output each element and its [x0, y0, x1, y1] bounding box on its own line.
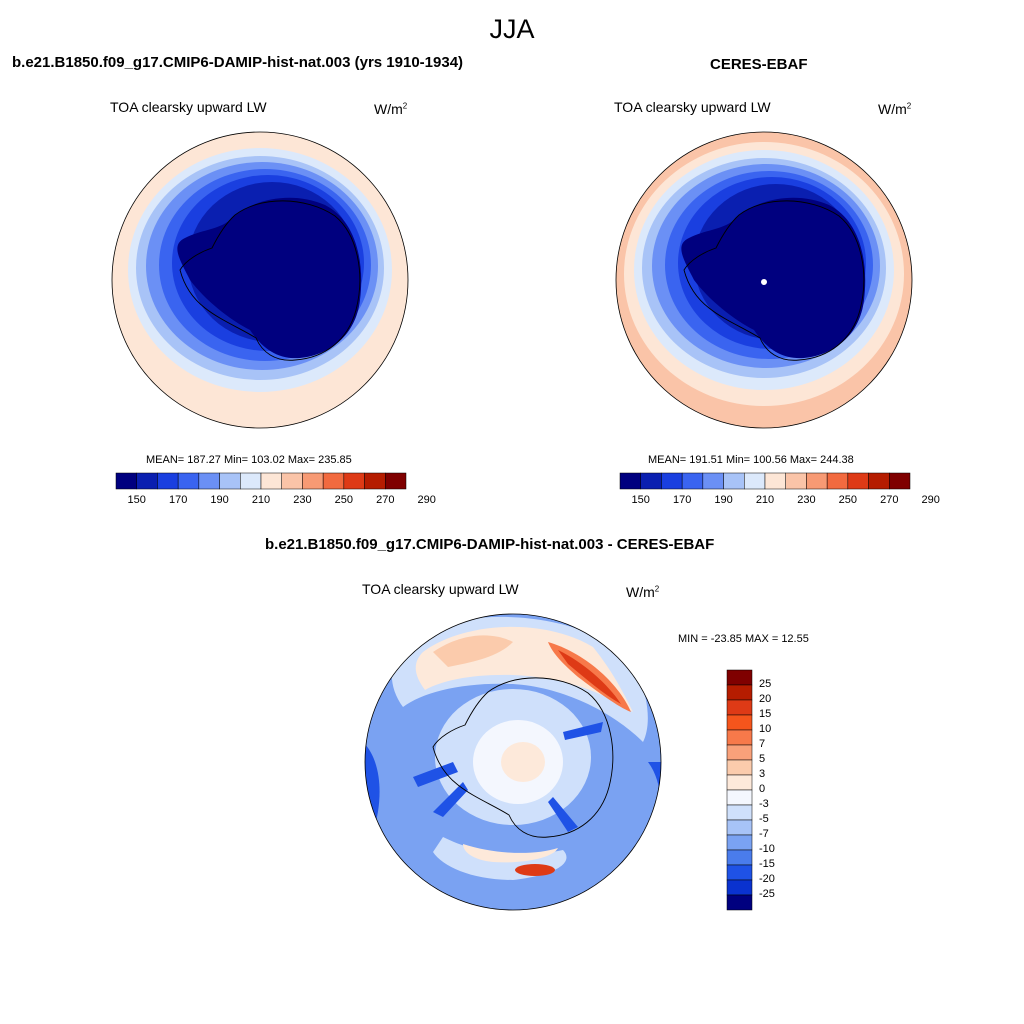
colorbar-tick-label: 290: [921, 494, 940, 506]
colorbar-swatch: [726, 684, 753, 701]
diff-units: W/m2: [626, 584, 660, 600]
colorbar-swatch: [619, 472, 641, 490]
colorbar-swatch: [764, 472, 786, 490]
season-title: JJA: [489, 14, 535, 44]
colorbar-tick-label: 190: [210, 494, 229, 506]
panel1-title: b.e21.B1850.f09_g17.CMIP6-DAMIP-hist-nat…: [12, 54, 464, 71]
colorbar-tick-label: 0: [759, 783, 766, 795]
panel1-map: [111, 131, 409, 429]
colorbar-swatch: [726, 789, 753, 806]
colorbar-swatch: [726, 669, 753, 686]
panel1-units: W/m2: [374, 101, 408, 117]
colorbar-tick-label: 230: [293, 494, 312, 506]
colorbar-swatch: [343, 472, 365, 490]
panel1-stats: MEAN= 187.27 Min= 103.02 Max= 235.85: [146, 454, 352, 466]
colorbar-tick-label: 20: [759, 693, 772, 705]
colorbar-swatch: [681, 472, 704, 490]
colorbar-swatch: [640, 472, 662, 490]
colorbar-swatch: [260, 472, 282, 490]
colorbar-swatch: [240, 472, 262, 490]
panel1-colorbar: [115, 472, 407, 490]
colorbar-swatch: [868, 472, 890, 490]
colorbar-swatch: [661, 472, 683, 490]
colorbar-swatch: [726, 714, 753, 731]
colorbar-tick-label: 150: [127, 494, 146, 506]
colorbar-swatch: [806, 472, 828, 490]
colorbar-tick-label: -20: [759, 873, 775, 885]
colorbar-swatch: [726, 729, 753, 746]
diff-map: [364, 613, 662, 911]
panel2-title: CERES-EBAF: [710, 56, 808, 73]
colorbar-tick-label: -25: [759, 888, 775, 900]
diff-title: b.e21.B1850.f09_g17.CMIP6-DAMIP-hist-nat…: [265, 536, 715, 553]
colorbar-tick-label: 230: [797, 494, 816, 506]
colorbar-tick-label: 270: [376, 494, 395, 506]
colorbar-swatch: [702, 472, 724, 490]
colorbar-tick-label: -10: [759, 843, 775, 855]
colorbar-swatch: [726, 864, 753, 881]
panel2-colorbar: [619, 472, 911, 490]
colorbar-tick-label: 210: [755, 494, 775, 506]
colorbar-tick-label: 7: [759, 738, 766, 750]
colorbar-swatch: [302, 472, 324, 490]
colorbar-swatch: [889, 472, 911, 490]
colorbar-tick-label: 10: [759, 723, 772, 735]
colorbar-tick-label: 170: [168, 494, 188, 506]
colorbar-tick-label: 270: [880, 494, 899, 506]
colorbar-tick-label: 25: [759, 678, 772, 690]
panel2-variable: TOA clearsky upward LW: [614, 99, 771, 115]
colorbar-tick-label: 250: [838, 494, 858, 506]
colorbar-tick-label: 190: [714, 494, 733, 506]
colorbar-swatch: [726, 894, 753, 911]
colorbar-swatch: [726, 759, 753, 776]
colorbar-tick-label: 3: [759, 768, 766, 780]
colorbar-tick-label: -3: [759, 798, 769, 810]
colorbar-swatch: [785, 472, 807, 490]
colorbar-swatch: [219, 472, 241, 490]
colorbar-swatch: [726, 774, 753, 791]
colorbar-swatch: [364, 472, 386, 490]
colorbar-tick-label: -7: [759, 828, 769, 840]
colorbar-swatch: [726, 699, 753, 716]
panel1-variable: TOA clearsky upward LW: [110, 99, 267, 115]
colorbar-swatch: [826, 472, 849, 490]
colorbar-swatch: [157, 472, 179, 490]
diff-variable: TOA clearsky upward LW: [362, 581, 519, 597]
colorbar-tick-label: 290: [417, 494, 436, 506]
colorbar-swatch: [177, 472, 200, 490]
colorbar-tick-label: -5: [759, 813, 769, 825]
panel2-stats: MEAN= 191.51 Min= 100.56 Max= 244.38: [648, 454, 854, 466]
colorbar-tick-label: 210: [251, 494, 271, 506]
colorbar-swatch: [744, 472, 766, 490]
colorbar-swatch: [136, 472, 158, 490]
colorbar-tick-label: 15: [759, 708, 772, 720]
colorbar-swatch: [726, 744, 753, 761]
colorbar-swatch: [726, 879, 753, 896]
colorbar-tick-label: 250: [334, 494, 354, 506]
colorbar-swatch: [726, 834, 753, 851]
colorbar-tick-label: 5: [759, 753, 766, 765]
colorbar-tick-label: -15: [759, 858, 775, 870]
colorbar-swatch: [726, 804, 753, 821]
diff-colorbar: [726, 669, 753, 911]
colorbar-tick-label: 170: [672, 494, 692, 506]
colorbar-swatch: [723, 472, 745, 490]
colorbar-swatch: [198, 472, 220, 490]
panel2-map: [615, 131, 913, 429]
colorbar-swatch: [385, 472, 407, 490]
colorbar-swatch: [726, 849, 753, 866]
colorbar-tick-label: 150: [631, 494, 650, 506]
panel2-units: W/m2: [878, 101, 912, 117]
diff-minmax: MIN = -23.85 MAX = 12.55: [678, 633, 809, 645]
colorbar-swatch: [115, 472, 137, 490]
colorbar-swatch: [322, 472, 345, 490]
colorbar-swatch: [726, 819, 753, 836]
colorbar-swatch: [281, 472, 303, 490]
colorbar-swatch: [847, 472, 869, 490]
